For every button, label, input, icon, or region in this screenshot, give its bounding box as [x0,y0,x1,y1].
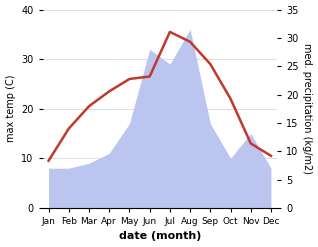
X-axis label: date (month): date (month) [119,231,201,242]
Y-axis label: max temp (C): max temp (C) [5,75,16,143]
Y-axis label: med. precipitation (kg/m2): med. precipitation (kg/m2) [302,43,313,174]
